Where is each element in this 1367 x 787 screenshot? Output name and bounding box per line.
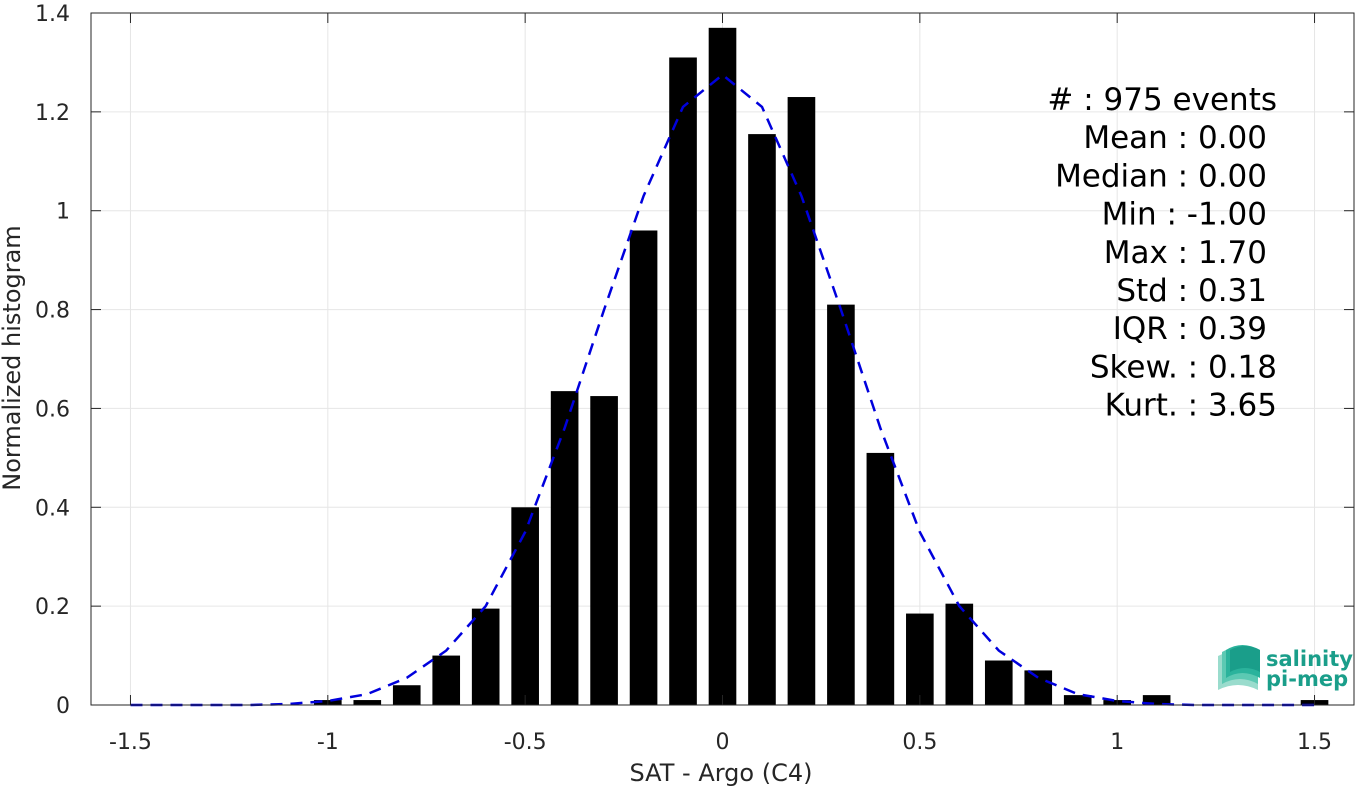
histogram-bar (906, 613, 934, 705)
y-tick-label: 0.6 (35, 397, 70, 422)
logo-text-line1: salinity (1266, 647, 1353, 671)
histogram-bar (787, 97, 816, 706)
y-tick-label: 0.8 (35, 299, 70, 324)
stat-line: Median : 0.00 (1055, 158, 1267, 194)
x-tick-label: 0.5 (902, 730, 937, 755)
y-axis-label: Normalized histogram (0, 225, 26, 490)
histogram-bar (984, 660, 1013, 705)
histogram-bar (669, 57, 697, 705)
x-tick-label: -0.5 (504, 730, 547, 755)
x-tick-label: 0 (716, 730, 730, 755)
y-tick-label: 1.2 (35, 101, 70, 126)
x-axis-ticks: -1.5 -1 -0.5 0 0.5 1 1.5 (109, 13, 1332, 755)
y-tick-label: 0 (56, 694, 70, 719)
y-tick-label: 0.4 (35, 496, 70, 521)
y-tick-label: 1.4 (35, 2, 70, 27)
histogram-bar (511, 507, 539, 705)
stat-line: Mean : 0.00 (1083, 120, 1267, 156)
histogram-bar (1024, 670, 1053, 705)
histogram-bar (550, 391, 579, 705)
y-axis-ticks: 0 0.2 0.4 0.6 0.8 1 1.2 1.4 (35, 2, 1354, 719)
histogram-bar (1063, 695, 1092, 705)
histogram-bar (629, 230, 658, 705)
x-tick-label: -1 (317, 730, 339, 755)
histogram-bar (748, 134, 776, 706)
logo-text-line2: pi-mep (1266, 667, 1348, 691)
stat-line: Max : 1.70 (1104, 235, 1267, 271)
x-axis-label: SAT - Argo (C4) (630, 759, 813, 787)
logo-mark-icon (1218, 645, 1260, 690)
histogram-bar (353, 700, 382, 705)
stat-line: Kurt. : 3.65 (1105, 388, 1277, 424)
histogram-bar (1142, 695, 1171, 705)
histogram-bar (392, 685, 421, 705)
stat-line: Min : -1.00 (1102, 197, 1267, 233)
histogram-bars (313, 27, 1329, 706)
histogram-bar (471, 608, 500, 705)
histogram-bar (432, 655, 461, 705)
histogram-bar (708, 27, 737, 706)
stat-line: # : 975 events (1047, 82, 1277, 118)
stat-line: IQR : 0.39 (1113, 311, 1267, 347)
x-tick-label: 1.5 (1297, 730, 1332, 755)
stat-line: Std : 0.31 (1116, 273, 1267, 309)
x-tick-label: -1.5 (109, 730, 152, 755)
salinity-pi-mep-logo: salinity pi-mep (1218, 645, 1353, 691)
y-tick-label: 1 (56, 200, 70, 225)
histogram-bar (866, 452, 895, 705)
y-tick-label: 0.2 (35, 595, 70, 620)
histogram-bar (945, 603, 974, 705)
stat-line: Skew. : 0.18 (1090, 349, 1277, 385)
x-tick-label: 1 (1110, 730, 1124, 755)
histogram-bar (827, 304, 855, 705)
histogram-bar (590, 396, 618, 705)
